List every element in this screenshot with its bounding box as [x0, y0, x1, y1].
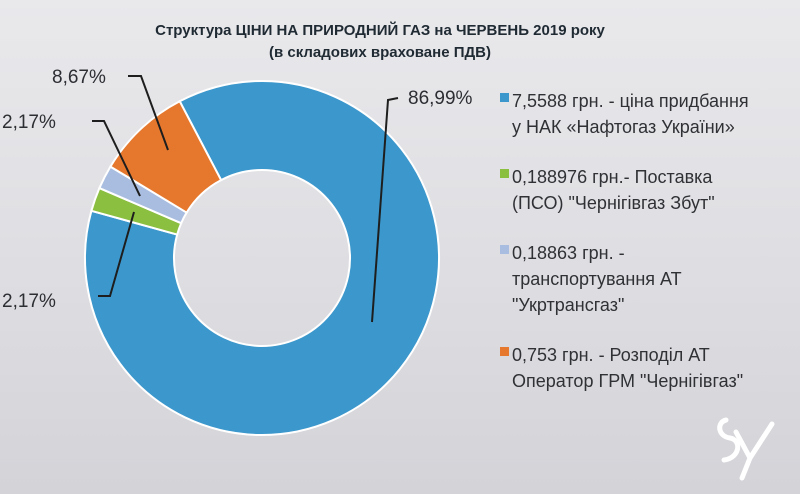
legend-line: Оператор ГРМ "Чернігівгаз" — [512, 371, 744, 391]
legend-line: 0,188976 грн.- Поставка — [512, 167, 713, 187]
legend-line: 0,753 грн. - Розподіл АТ — [512, 345, 710, 365]
legend-swatch-transport — [500, 245, 509, 254]
chart-title-line1: Структура ЦІНИ НА ПРИРОДНИЙ ГАЗ на ЧЕРВЕ… — [155, 22, 605, 39]
legend-text-naftogaz: 7,5588 грн. - ціна придбання у НАК «Нафто… — [512, 88, 800, 140]
chart-subtitle: (в складових враховане ПДВ) — [268, 44, 491, 61]
leader-line-naftogaz — [371, 97, 399, 323]
legend-text-postavka: 0,188976 грн.- Поставка (ПСО) "Чернігівга… — [512, 164, 800, 216]
leader-line-transport — [92, 120, 141, 197]
data-label-naftogaz: 86,99% — [408, 88, 473, 109]
slice-rozpodil — [109, 99, 223, 214]
legend-text-transport: 0,18863 грн. - транспортування АТ "Укртран… — [512, 240, 800, 318]
legend-item-naftogaz: 7,5588 грн. - ціна придбання у НАК «Нафто… — [500, 88, 800, 140]
legend-item-postavka: 0,188976 грн.- Поставка (ПСО) "Чернігівга… — [500, 164, 800, 216]
legend-line: у НАК «Нафтогаз України» — [512, 117, 735, 137]
legend-text-rozpodil: 0,753 грн. - Розподіл АТ Оператор ГРМ "Че… — [512, 342, 800, 394]
legend-swatch-naftogaz — [500, 93, 509, 102]
data-label-transport: 2,17% — [2, 112, 56, 133]
legend-line: 0,18863 грн. - — [512, 243, 625, 263]
legend-item-rozpodil: 0,753 грн. - Розподіл АТ Оператор ГРМ "Че… — [500, 342, 800, 394]
chart-title: Структура ЦІНИ НА ПРИРОДНИЙ ГАЗ на ЧЕРВЕ… — [100, 20, 660, 64]
chart-legend: 7,5588 грн. - ціна придбання у НАК «Нафто… — [500, 88, 800, 418]
legend-line: транспортування АТ — [512, 269, 682, 289]
leader-line-postavka — [98, 211, 135, 297]
legend-item-transport: 0,18863 грн. - транспортування АТ "Укртран… — [500, 240, 800, 318]
watermark-logo — [717, 417, 775, 481]
data-label-rozpodil: 8,67% — [52, 67, 106, 88]
data-label-postavka: 2,17% — [2, 291, 56, 312]
legend-swatch-postavka — [500, 169, 509, 178]
legend-line: 7,5588 грн. - ціна придбання — [512, 91, 749, 111]
legend-swatch-rozpodil — [500, 347, 509, 356]
slice-naftogaz — [84, 80, 440, 436]
legend-line: "Укртрансгаз" — [512, 295, 625, 315]
legend-line: (ПСО) "Чернігівгаз Збут" — [512, 193, 715, 213]
leader-line-rozpodil — [128, 75, 169, 151]
